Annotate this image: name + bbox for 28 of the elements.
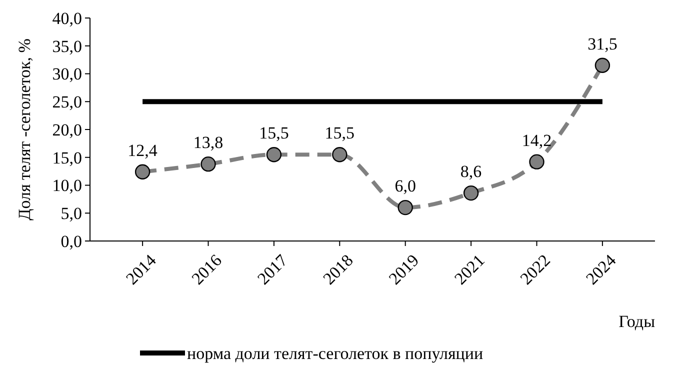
y-tick-label: 5,0 <box>60 204 82 224</box>
y-tick-label: 40,0 <box>52 8 82 28</box>
point <box>332 146 348 162</box>
y-tick-label: 15,0 <box>52 148 82 168</box>
point <box>266 146 282 162</box>
y-tick-label: 25,0 <box>52 92 82 112</box>
data-label: 8,6 <box>460 162 482 182</box>
data-label: 14,2 <box>522 130 552 150</box>
point <box>398 200 413 216</box>
y-tick-label: 0,0 <box>60 232 82 251</box>
data-label: 12,4 <box>128 140 158 160</box>
y-tick-label: 10,0 <box>52 176 82 196</box>
point <box>529 154 544 170</box>
legend-label: норма доли телят-сеголеток в популяции <box>187 344 484 363</box>
point <box>200 156 216 172</box>
y-tick-label: 35,0 <box>52 36 82 56</box>
data-label: 15,5 <box>324 124 355 143</box>
y-axis-title: Доля телят -сеголеток, % <box>15 38 34 220</box>
point <box>463 185 479 201</box>
data-label: 15,5 <box>259 124 289 143</box>
data-label: 31,5 <box>588 34 618 54</box>
y-tick-label: 30,0 <box>52 64 82 84</box>
point <box>134 164 150 180</box>
point <box>594 58 610 73</box>
data-label: 6,0 <box>394 176 416 196</box>
y-tick-label: 20,0 <box>52 120 82 140</box>
x-axis-title: Годы <box>618 312 656 331</box>
data-label: 13,8 <box>193 133 224 152</box>
